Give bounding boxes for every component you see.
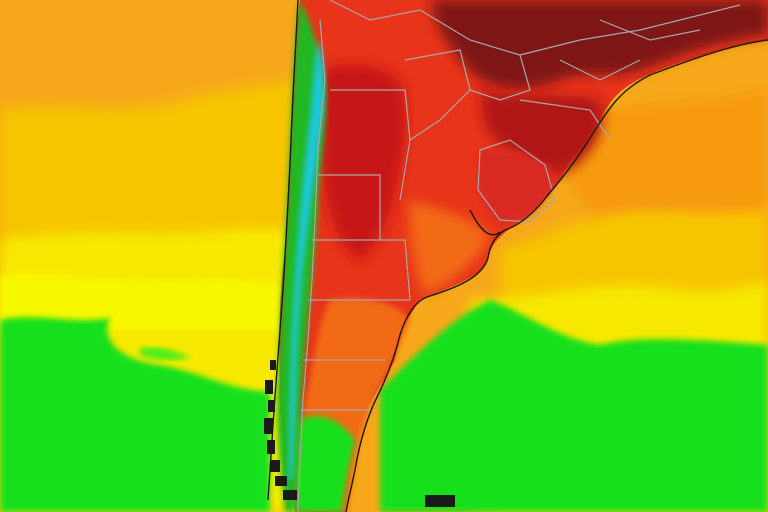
island — [425, 495, 455, 507]
border-brazil-states — [519, 19, 701, 141]
island — [264, 418, 273, 434]
border-provinces-1 — [330, 89, 411, 201]
border-provinces-3 — [312, 239, 411, 301]
patagonia-green-south — [295, 416, 355, 512]
border-argentina-chile — [297, 19, 326, 512]
band-green-east — [380, 300, 768, 512]
land-orange-coast — [409, 200, 490, 295]
border-uruguay — [477, 139, 556, 223]
border-paraguay — [419, 9, 531, 101]
political-borders — [297, 0, 741, 512]
band-green-west — [0, 317, 270, 512]
band-green-light-west — [140, 347, 190, 361]
island — [275, 476, 287, 486]
coastline-pacific — [267, 0, 299, 501]
border-brazil — [519, 4, 741, 56]
land-dark-red-east — [480, 90, 603, 175]
land-temperature — [277, 0, 768, 512]
border-bolivia — [329, 0, 421, 21]
island — [270, 360, 276, 370]
border-provinces-2 — [318, 174, 381, 240]
island — [270, 460, 280, 472]
coastline-atlantic — [345, 39, 768, 512]
andes-cyan-peaks — [289, 40, 325, 480]
coastline-rio-de-la-plata — [469, 209, 501, 236]
land-red-uruguay — [477, 148, 555, 225]
band-orange-east-mid — [560, 90, 768, 215]
coastline — [267, 0, 768, 512]
land-maroon-north — [430, 0, 768, 89]
island — [268, 400, 275, 412]
island — [283, 490, 297, 500]
band-yellow-light — [0, 273, 280, 330]
land-dark-red-central — [319, 64, 406, 260]
island — [265, 380, 273, 394]
